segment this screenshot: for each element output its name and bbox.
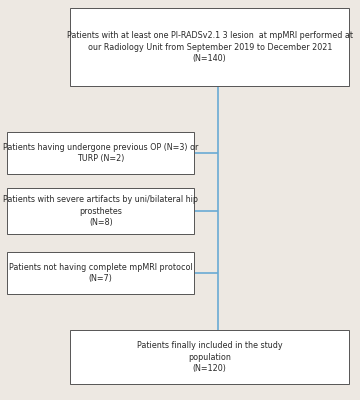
FancyBboxPatch shape [7,252,194,294]
Text: Patients not having complete mpMRI protocol
(N=7): Patients not having complete mpMRI proto… [9,262,193,283]
FancyBboxPatch shape [70,8,349,86]
Text: Patients having undergone previous OP (N=3) or
TURP (N=2): Patients having undergone previous OP (N… [3,143,198,164]
Text: Patients with severe artifacts by uni/bilateral hip
prosthetes
(N=8): Patients with severe artifacts by uni/bi… [3,195,198,227]
FancyBboxPatch shape [7,188,194,234]
FancyBboxPatch shape [70,330,349,384]
FancyBboxPatch shape [7,132,194,174]
Text: Patients finally included in the study
population
(N=120): Patients finally included in the study p… [137,341,283,373]
Text: Patients with at least one PI-RADSv2.1 3 lesion  at mpMRI performed at
our Radio: Patients with at least one PI-RADSv2.1 3… [67,31,353,63]
